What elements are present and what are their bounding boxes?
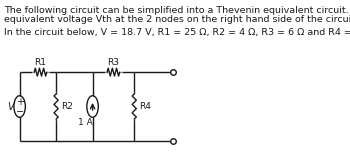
Text: V: V (7, 101, 14, 111)
Text: The following circuit can be simplified into a Thevenin equivalent circuit. Find: The following circuit can be simplified … (4, 6, 350, 15)
Text: 1 A: 1 A (78, 118, 93, 127)
Text: R2: R2 (61, 102, 73, 111)
Text: equivalent voltage Vth at the 2 nodes on the right hand side of the circuit.: equivalent voltage Vth at the 2 nodes on… (4, 15, 350, 24)
Text: R1: R1 (34, 58, 47, 67)
Text: R4: R4 (139, 102, 151, 111)
Text: In the circuit below, V = 18.7 V, R1 = 25 Ω, R2 = 4 Ω, R3 = 6 Ω and R4 = 17 Ω.: In the circuit below, V = 18.7 V, R1 = 2… (4, 28, 350, 37)
Text: R3: R3 (107, 58, 119, 67)
Text: −: − (15, 107, 24, 117)
Text: +: + (16, 97, 23, 107)
